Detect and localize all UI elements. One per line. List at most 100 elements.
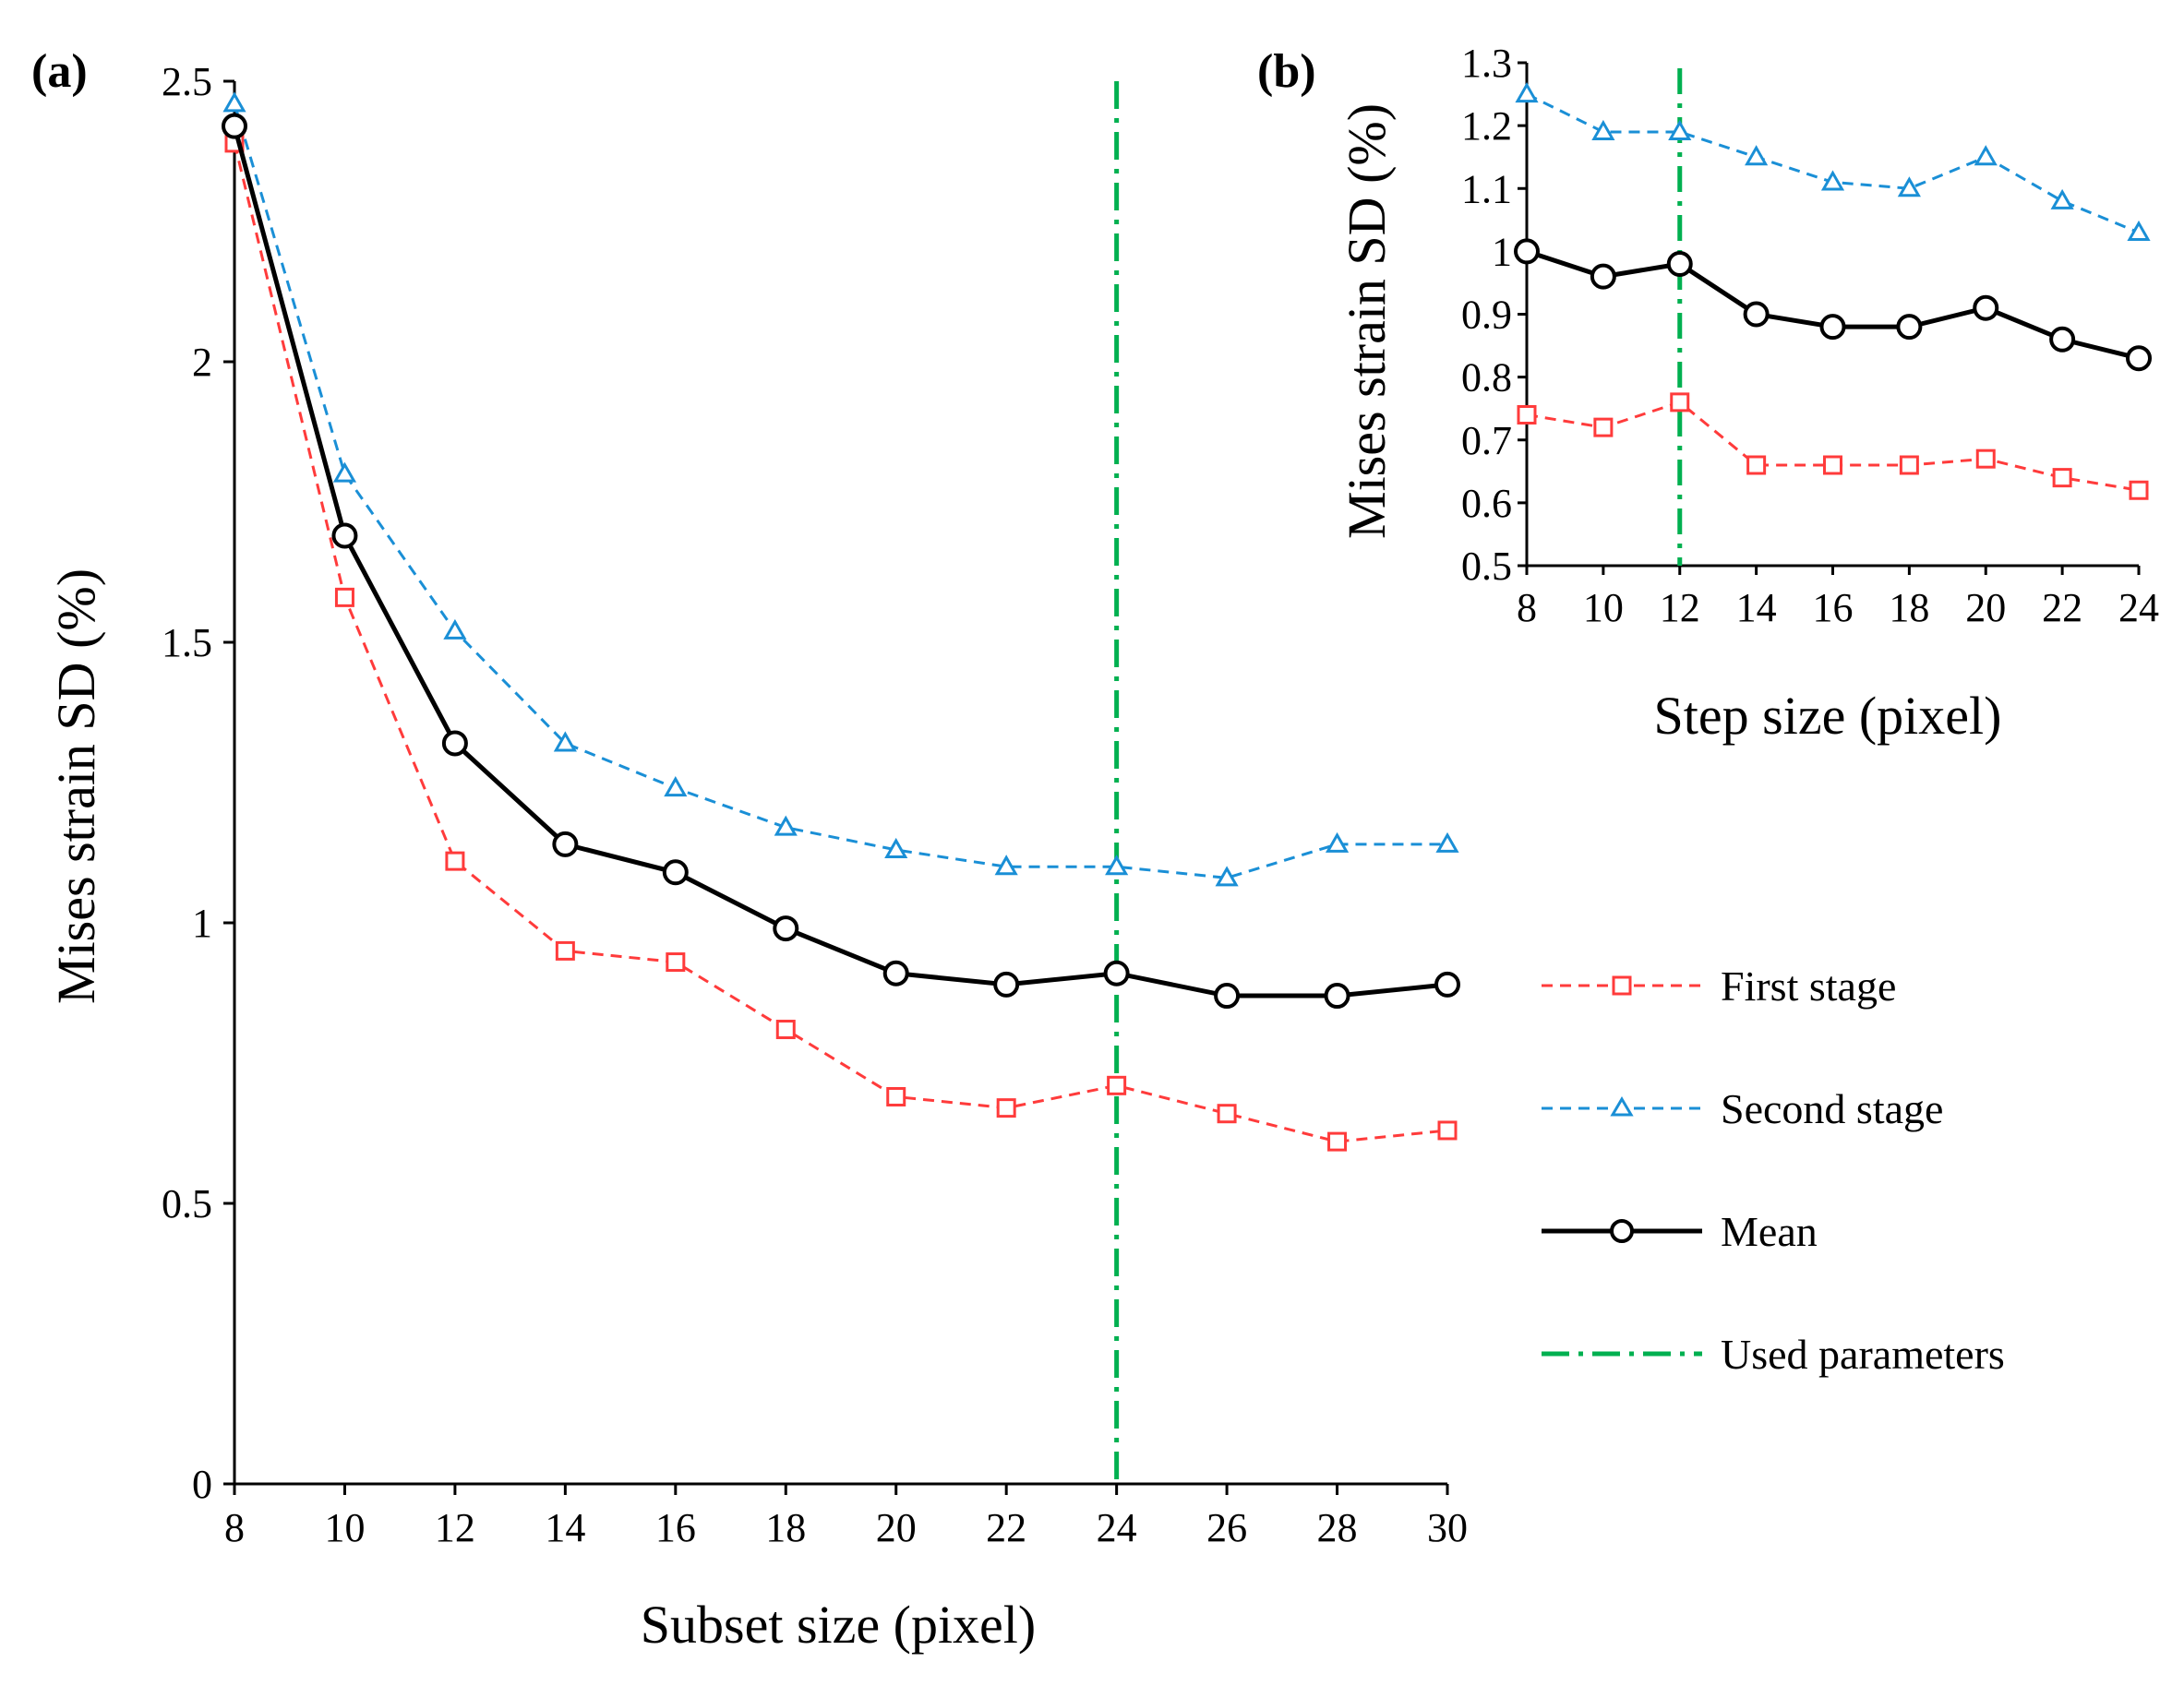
x-tick-label: 30 <box>1427 1505 1468 1550</box>
series-line-second-stage <box>233 102 1447 879</box>
y-tick-label: 1.3 <box>1461 41 1512 86</box>
data-point-mean <box>1214 983 1241 1010</box>
data-point-mean <box>222 113 247 139</box>
data-point-mean <box>882 960 909 986</box>
data-point-second-stage <box>222 91 246 113</box>
panel-a-xlabel: Subset size (pixel) <box>641 1595 1036 1655</box>
y-tick-label: 1.5 <box>162 620 212 665</box>
data-point-second-stage <box>1668 119 1692 140</box>
panel-b-ticks: 0.5 0.6 0.7 0.8 0.9 1 1.1 1.2 1.3 8 10 12 14 16 18 20 22… <box>1461 41 2159 630</box>
data-point-second-stage <box>2127 220 2151 241</box>
data-point-second-stage <box>1591 119 1615 140</box>
data-point-first-stage <box>1107 1075 1127 1095</box>
x-tick-label: 26 <box>1206 1505 1247 1550</box>
data-point-first-stage <box>775 1020 796 1040</box>
x-tick-label: 24 <box>2118 585 2159 630</box>
x-tick-label: 20 <box>1965 585 2006 630</box>
data-point-mean <box>1103 960 1130 986</box>
x-tick-label: 12 <box>435 1505 475 1550</box>
series-line-mean <box>1526 249 2140 361</box>
panel-a-label: (a) <box>31 45 88 98</box>
data-point-second-stage <box>2050 188 2074 209</box>
data-point-mean <box>1324 983 1350 1010</box>
series-first-stage <box>1517 392 2149 500</box>
data-point-first-stage <box>1746 455 1767 475</box>
series-mean <box>222 113 1460 1010</box>
y-tick-label: 1.1 <box>1461 166 1512 211</box>
legend-second-stage: Second stage <box>1542 1085 1943 1132</box>
legend-mean: Mean <box>1542 1208 1818 1255</box>
x-tick-label: 18 <box>1889 585 1929 630</box>
y-tick-label: 0.5 <box>1461 544 1512 589</box>
data-point-second-stage <box>1974 145 1998 166</box>
data-point-mean <box>2126 345 2152 372</box>
data-point-mean <box>1819 314 1846 341</box>
data-point-second-stage <box>443 618 467 640</box>
data-point-second-stage <box>1215 866 1239 887</box>
data-point-mean <box>993 971 1020 998</box>
legend-second-stage-marker <box>1610 1096 1634 1117</box>
data-point-mean <box>1514 238 1540 265</box>
x-tick-label: 16 <box>1813 585 1854 630</box>
panel-b-label: (b) <box>1257 45 1316 98</box>
y-tick-label: 0.5 <box>162 1181 212 1226</box>
data-point-mean <box>1743 301 1770 328</box>
legend: First stage Second stage Mean Used param… <box>1542 963 2005 1378</box>
legend-mean-label: Mean <box>1721 1208 1818 1255</box>
x-tick-label: 14 <box>545 1505 585 1550</box>
panel-a-chart: (a) Mises strain SD (%) Subset size (pix… <box>31 45 1468 1655</box>
panel-b-chart: (b) Mises strain SD (%) Step size (pixel… <box>1257 41 2159 746</box>
legend-first-stage-marker <box>1612 975 1632 996</box>
data-point-mean <box>662 859 689 886</box>
data-point-mean <box>441 730 468 757</box>
legend-mean-marker <box>1610 1219 1634 1243</box>
x-tick-label: 8 <box>224 1505 245 1550</box>
data-point-second-stage <box>1435 831 1459 853</box>
legend-used-parameters: Used parameters <box>1542 1331 2005 1378</box>
series-second-stage <box>1515 82 2151 241</box>
x-tick-label: 16 <box>655 1505 696 1550</box>
x-tick-label: 14 <box>1736 585 1777 630</box>
x-tick-label: 10 <box>1583 585 1624 630</box>
x-tick-label: 22 <box>986 1505 1026 1550</box>
panel-a-series <box>222 91 1460 1152</box>
data-point-mean <box>1666 251 1693 277</box>
legend-second-stage-label: Second stage <box>1721 1085 1943 1132</box>
x-tick-label: 22 <box>2042 585 2082 630</box>
data-point-first-stage <box>996 1098 1016 1118</box>
x-tick-label: 28 <box>1317 1505 1358 1550</box>
y-tick-label: 0.7 <box>1461 418 1512 463</box>
panel-b-xlabel: Step size (pixel) <box>1654 686 2002 746</box>
series-line-first-stage <box>233 142 1448 1143</box>
x-tick-label: 10 <box>324 1505 365 1550</box>
y-tick-label: 2 <box>192 340 212 385</box>
data-point-second-stage <box>1515 82 1539 103</box>
panel-a-ticks: 0 0.5 1 1.5 2 2.5 8 10 12 14 16 18 20 22 24 26 28 30 <box>162 59 1468 1550</box>
data-point-first-stage <box>1437 1120 1458 1141</box>
data-point-mean <box>773 915 799 942</box>
data-point-second-stage <box>1820 170 1845 191</box>
panel-b-ylabel: Mises strain SD (%) <box>1337 103 1397 539</box>
series-mean <box>1514 238 2152 372</box>
x-tick-label: 18 <box>765 1505 806 1550</box>
data-point-mean <box>331 522 358 549</box>
data-point-first-stage <box>1823 455 1842 475</box>
y-tick-label: 0.9 <box>1461 293 1512 338</box>
data-point-mean <box>1973 294 1999 321</box>
series-line-second-stage <box>1526 92 2140 234</box>
y-tick-label: 2.5 <box>162 59 212 104</box>
data-point-second-stage <box>332 461 357 483</box>
panel-b-series <box>1514 82 2152 500</box>
data-point-second-stage <box>553 731 577 752</box>
data-point-mean <box>1896 314 1923 341</box>
data-point-first-stage <box>1517 405 1537 424</box>
legend-used-parameters-label: Used parameters <box>1721 1331 2005 1378</box>
data-point-first-stage <box>1670 392 1690 413</box>
data-point-second-stage <box>1105 855 1129 876</box>
data-point-second-stage <box>994 855 1018 876</box>
y-tick-label: 1 <box>192 901 212 946</box>
data-point-second-stage <box>1897 176 1921 197</box>
legend-first-stage: First stage <box>1542 963 1896 1010</box>
data-point-first-stage <box>334 587 354 607</box>
